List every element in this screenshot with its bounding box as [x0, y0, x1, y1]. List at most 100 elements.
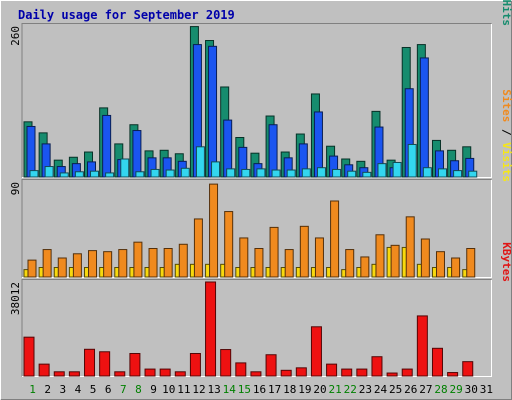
bar-pages-day-16	[256, 168, 266, 178]
bar-sites-day-22	[345, 249, 355, 278]
x-tick-label-day-30: 30	[465, 383, 478, 396]
bar-pages-day-22	[347, 170, 357, 178]
bar-kbytes-day-14	[220, 349, 232, 377]
x-tick-label-day-19: 19	[298, 383, 311, 396]
bar-sites-day-7	[118, 249, 128, 278]
bar-sites-day-20	[314, 237, 324, 278]
series-label-part: /	[500, 122, 512, 142]
x-tick-label-day-9: 9	[150, 383, 157, 396]
bar-sites-day-18	[284, 249, 294, 278]
x-tick-label-day-17: 17	[268, 383, 281, 396]
x-tick-label-day-18: 18	[283, 383, 296, 396]
bar-pages-day-12	[195, 146, 205, 178]
bar-pages-day-9	[150, 168, 160, 178]
bar-kbytes-day-20	[310, 326, 322, 377]
bar-kbytes-day-11	[174, 371, 186, 377]
bar-kbytes-day-2	[38, 363, 50, 377]
bar-kbytes-day-5	[84, 348, 96, 377]
bar-pages-day-30	[468, 170, 478, 178]
bar-kbytes-day-3	[53, 371, 65, 377]
bar-kbytes-day-12	[189, 352, 201, 377]
bar-pages-day-21	[332, 168, 342, 178]
series-label-part: Sites	[500, 89, 512, 122]
bar-sites-day-23	[360, 256, 370, 278]
bar-kbytes-day-25	[386, 372, 398, 377]
bar-sites-day-28	[435, 251, 445, 278]
x-tick-label-day-3: 3	[60, 383, 67, 396]
x-tick-label-day-27: 27	[419, 383, 432, 396]
bar-kbytes-day-21	[326, 363, 338, 377]
bar-kbytes-day-4	[68, 371, 80, 377]
bar-kbytes-day-17	[265, 354, 277, 377]
panel-series-label: Pages / Files / Hits	[500, 0, 512, 26]
x-tick-label-day-16: 16	[253, 383, 266, 396]
y-max-tick-label: 260	[9, 26, 22, 46]
x-tick-label-day-21: 21	[329, 383, 342, 396]
bar-pages-day-20	[316, 167, 326, 178]
bar-sites-day-15	[239, 237, 249, 278]
bar-pages-day-29	[453, 170, 463, 178]
bar-sites-day-24	[375, 234, 385, 278]
bar-sites-day-5	[88, 250, 98, 278]
bar-kbytes-day-16	[250, 371, 262, 377]
bar-kbytes-day-9	[144, 368, 156, 377]
bar-kbytes-day-23	[356, 368, 368, 377]
bar-kbytes-day-24	[371, 356, 383, 377]
x-tick-label-day-7: 7	[120, 383, 127, 396]
x-tick-label-day-6: 6	[105, 383, 112, 396]
x-tick-label-day-14: 14	[223, 383, 237, 396]
bar-kbytes-day-8	[129, 352, 141, 377]
bar-pages-day-17	[271, 169, 281, 178]
bar-files-day-8	[132, 130, 142, 178]
bar-sites-day-3	[57, 257, 67, 278]
bar-sites-day-14	[224, 211, 234, 278]
bar-pages-day-25	[392, 161, 402, 178]
bar-kbytes-day-18	[280, 369, 292, 377]
bar-sites-day-13	[209, 183, 219, 278]
bar-pages-day-1	[29, 170, 39, 178]
series-label-part: KBytes	[500, 242, 512, 282]
y-max-tick-label: 90	[9, 182, 22, 195]
bar-kbytes-day-27	[416, 315, 428, 377]
x-tick-label-day-23: 23	[359, 383, 372, 396]
x-tick-label-day-2: 2	[44, 383, 51, 396]
bar-pages-day-27	[422, 167, 432, 178]
bar-kbytes-day-19	[295, 367, 307, 377]
chart-title: Daily usage for September 2019	[18, 8, 235, 22]
bar-pages-day-15	[241, 168, 251, 178]
bar-kbytes-day-1	[23, 336, 35, 377]
x-tick-label-day-26: 26	[404, 383, 417, 396]
bar-kbytes-day-15	[235, 362, 247, 377]
bar-files-day-27	[419, 57, 429, 178]
bar-files-day-1	[26, 125, 36, 178]
bar-sites-day-4	[72, 253, 82, 278]
bar-kbytes-day-29	[447, 372, 459, 377]
x-tick-label-day-22: 22	[344, 383, 357, 396]
panel-frame-highlight	[22, 280, 492, 377]
bar-pages-day-7	[120, 158, 130, 178]
bar-sites-day-8	[133, 241, 143, 278]
bar-kbytes-day-6	[99, 351, 111, 377]
bar-pages-day-14	[226, 168, 236, 178]
bar-pages-day-8	[135, 171, 145, 178]
bar-sites-day-1	[27, 259, 37, 278]
bar-kbytes-day-22	[341, 368, 353, 377]
bar-kbytes-day-10	[159, 368, 171, 377]
bar-pages-day-18	[286, 169, 296, 178]
bar-files-day-17	[268, 124, 278, 178]
bar-kbytes-day-28	[431, 347, 443, 377]
bar-sites-day-12	[193, 218, 203, 278]
bar-files-day-6	[102, 114, 112, 178]
bar-sites-day-29	[451, 257, 461, 278]
panel-frame-shadow	[21, 23, 492, 178]
bar-pages-day-19	[301, 168, 311, 178]
bar-sites-day-2	[42, 249, 52, 278]
x-tick-label-day-12: 12	[192, 383, 205, 396]
bar-sites-day-19	[299, 225, 309, 278]
bar-pages-day-6	[105, 172, 115, 178]
panel-series-label: KBytes	[500, 242, 512, 282]
bar-kbytes-day-30	[462, 361, 474, 377]
bar-pages-day-5	[90, 170, 100, 178]
